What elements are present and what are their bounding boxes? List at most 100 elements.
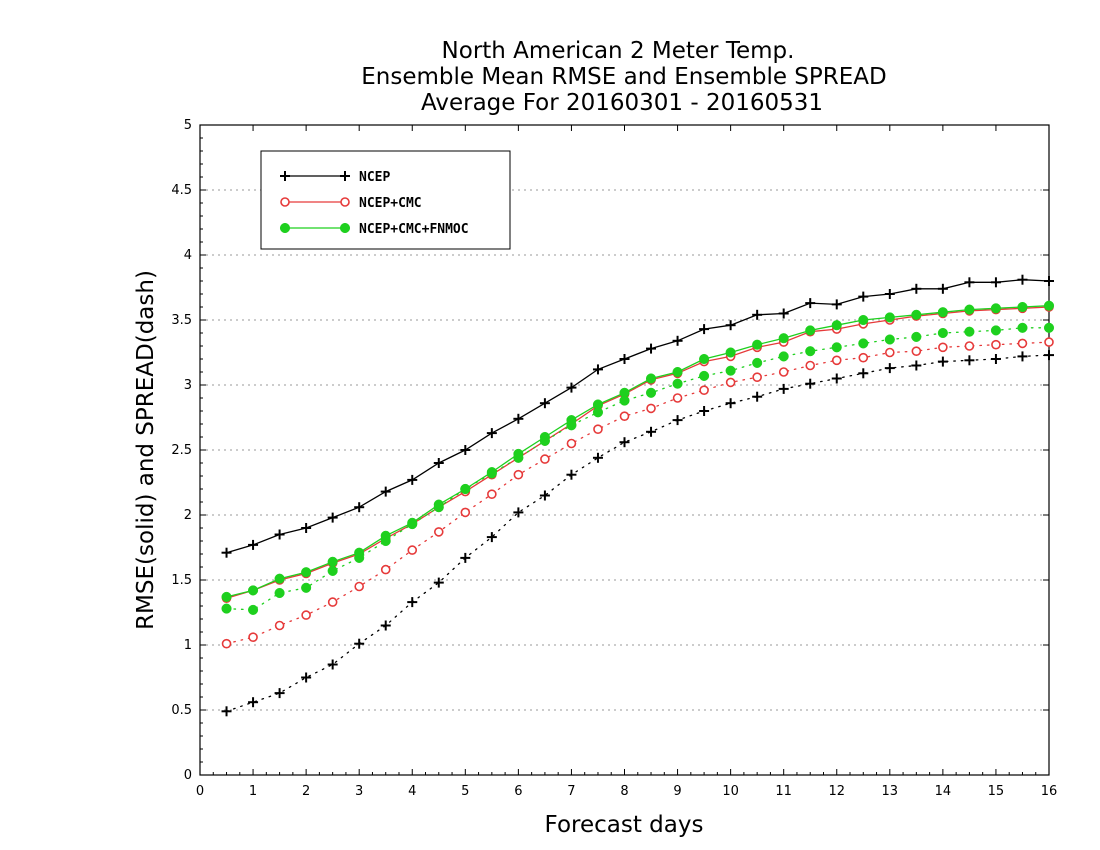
axis-ticks: 00.511.522.533.544.550 1 2 3 4 5 6 7 8 9 10 11 12 13 1… bbox=[171, 118, 1057, 799]
rmse-point bbox=[354, 502, 365, 513]
spread-point bbox=[301, 582, 312, 593]
rmse-point bbox=[805, 325, 816, 336]
spread-point bbox=[778, 367, 789, 377]
rmse-line bbox=[226, 279, 1050, 554]
rmse-point bbox=[645, 373, 657, 384]
rmse-point bbox=[592, 364, 603, 375]
y-tick-label: 3 bbox=[184, 378, 192, 393]
spread-point bbox=[805, 346, 816, 357]
x-tick-label: 14 bbox=[935, 784, 952, 799]
rmse-point bbox=[911, 283, 922, 294]
spread-point bbox=[964, 355, 975, 366]
spread-point bbox=[1017, 322, 1028, 333]
chart-title-line-3: Average For 20160301 - 20160531 bbox=[421, 90, 823, 116]
x-tick-label: 9 bbox=[673, 784, 681, 799]
spread-point bbox=[486, 468, 497, 479]
spread-point bbox=[885, 347, 895, 358]
spread-point bbox=[805, 360, 816, 371]
rmse-point bbox=[964, 277, 975, 288]
rmse-point bbox=[937, 307, 948, 318]
spread-point bbox=[911, 346, 922, 357]
spread-point bbox=[566, 438, 577, 449]
legend-marker bbox=[340, 197, 350, 207]
legend-label: NCEP+CMC+FNMOC bbox=[359, 222, 469, 237]
rmse-point bbox=[831, 320, 842, 331]
spread-point bbox=[752, 357, 763, 368]
rmse-point bbox=[805, 298, 816, 309]
spread-point bbox=[619, 437, 630, 448]
chart-title: North American 2 Meter Temp. Ensemble Me… bbox=[361, 38, 886, 116]
rmse-point bbox=[327, 556, 338, 567]
spread-point bbox=[858, 368, 869, 379]
spread-point bbox=[619, 395, 630, 406]
spread-point bbox=[274, 688, 285, 699]
rmse-point bbox=[990, 303, 1001, 314]
rmse-point bbox=[486, 428, 497, 439]
rmse-point bbox=[221, 547, 232, 558]
spread-point bbox=[1044, 350, 1054, 361]
rmse-point bbox=[539, 398, 550, 409]
y-tick-label: 3.5 bbox=[171, 313, 192, 328]
spread-point bbox=[831, 342, 842, 353]
spread-point bbox=[699, 370, 710, 381]
legend-entry: NCEP+CMC+FNMOC bbox=[279, 222, 469, 237]
rmse-point bbox=[1017, 274, 1028, 285]
series-ncep-cmc-fnmoc bbox=[221, 300, 1055, 615]
spread-point bbox=[354, 552, 365, 563]
x-tick-label: 3 bbox=[355, 784, 363, 799]
rmse-line bbox=[226, 305, 1050, 598]
legend-entry: NCEP bbox=[280, 170, 390, 185]
rmse-point bbox=[778, 308, 789, 319]
spread-point bbox=[487, 489, 497, 500]
spread-point bbox=[354, 638, 365, 649]
x-tick-label: 5 bbox=[461, 784, 469, 799]
spread-point bbox=[248, 632, 258, 643]
x-axis-label: Forecast days bbox=[545, 812, 704, 838]
x-tick-label: 15 bbox=[988, 784, 1005, 799]
y-tick-label: 0 bbox=[184, 768, 192, 783]
x-tick-label: 7 bbox=[567, 784, 575, 799]
spread-point bbox=[354, 581, 364, 592]
y-tick-label: 1.5 bbox=[171, 573, 192, 588]
spread-point bbox=[778, 383, 789, 394]
x-tick-label: 6 bbox=[514, 784, 522, 799]
spread-point bbox=[646, 426, 657, 437]
spread-point bbox=[592, 407, 604, 418]
rmse-point bbox=[380, 486, 391, 497]
x-tick-label: 8 bbox=[620, 784, 628, 799]
spread-point bbox=[407, 545, 418, 555]
x-tick-label: 4 bbox=[408, 784, 416, 799]
rmse-line bbox=[226, 306, 1050, 599]
spread-point bbox=[1044, 337, 1054, 347]
y-axis-label: RMSE(solid) and SPREAD(dash) bbox=[133, 270, 159, 630]
spread-point bbox=[486, 532, 497, 543]
rmse-point bbox=[964, 304, 975, 315]
series-ncep bbox=[221, 274, 1054, 717]
spread-point bbox=[380, 535, 391, 547]
x-tick-label: 16 bbox=[1041, 784, 1058, 799]
rmse-point bbox=[407, 474, 418, 485]
rmse-point bbox=[274, 573, 285, 584]
spread-point bbox=[248, 604, 259, 615]
series-ncep-cmc bbox=[221, 302, 1054, 649]
spread-point bbox=[593, 424, 603, 435]
spread-point bbox=[460, 507, 471, 518]
spread-point bbox=[1017, 351, 1028, 362]
spread-point bbox=[433, 527, 444, 537]
spread-point bbox=[1043, 322, 1055, 333]
legend-box bbox=[260, 150, 511, 250]
spread-point bbox=[407, 597, 418, 608]
rmse-point bbox=[911, 309, 922, 320]
rmse-point bbox=[513, 413, 524, 424]
spread-point bbox=[221, 706, 232, 717]
rmse-point bbox=[725, 320, 736, 331]
rmse-point bbox=[672, 366, 683, 378]
rmse-point bbox=[1017, 301, 1028, 313]
spread-point bbox=[911, 360, 922, 371]
spread-point bbox=[566, 420, 577, 431]
spread-point bbox=[645, 387, 657, 398]
x-tick-label: 1 bbox=[249, 784, 257, 799]
spread-point bbox=[937, 327, 948, 339]
spread-point bbox=[327, 659, 338, 670]
rmse-point bbox=[778, 333, 789, 344]
